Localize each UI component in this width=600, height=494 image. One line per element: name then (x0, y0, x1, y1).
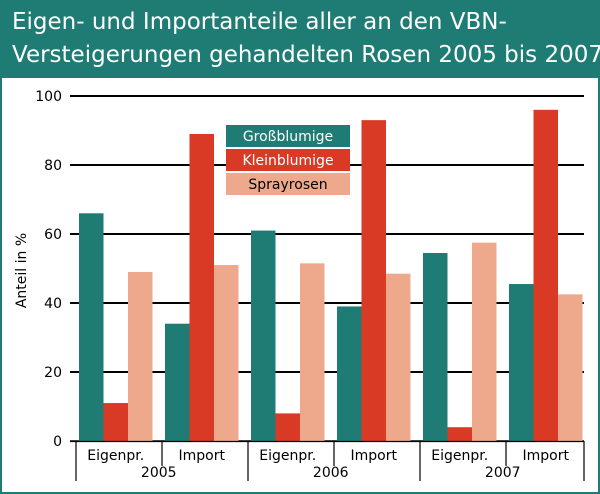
x-tick-label-3: Eigenpr. (259, 448, 316, 464)
x-group-label-2007: 2007 (485, 465, 521, 481)
y-tick-label-20: 20 (44, 365, 62, 381)
bar-Kleinblumige-1 (103, 403, 128, 441)
bar-Sprayrosen-6 (558, 294, 583, 441)
bar-Großblumige-1 (79, 213, 104, 441)
legend-label-Sprayrosen: Sprayrosen (248, 177, 327, 193)
x-tick-label-2: Import (179, 448, 226, 464)
legend-label-Kleinblumige: Kleinblumige (242, 153, 333, 169)
x-tick-label-1: Eigenpr. (87, 448, 144, 464)
y-axis-ticks: 0 20 40 60 80 100 (35, 89, 62, 450)
legend-label-Großblumige: Großblumige (243, 129, 333, 145)
bar-Großblumige-6 (509, 284, 534, 441)
bar-Kleinblumige-3 (275, 413, 300, 441)
bar-Sprayrosen-1 (128, 271, 153, 441)
bar-Großblumige-5 (423, 252, 448, 441)
bar-Kleinblumige-2 (189, 133, 214, 441)
bar-Sprayrosen-4 (386, 273, 411, 441)
bar-Sprayrosen-3 (300, 263, 325, 441)
legend-swatch-Sprayrosen (226, 173, 350, 195)
y-tick-label-100: 100 (35, 89, 62, 105)
x-axis: Eigenpr. Import Eigenpr. Import Eigenpr. Impo… (70, 440, 585, 481)
legend-swatch-Kleinblumige (226, 149, 350, 171)
bar-Großblumige-4 (337, 306, 362, 441)
bar-Großblumige-2 (165, 323, 190, 441)
legend: Großblumige Kleinblumige Sprayrosen (226, 125, 350, 195)
bars (79, 109, 583, 442)
y-axis-label: Anteil in % (14, 233, 30, 308)
x-tick-label-4: Import (351, 448, 398, 464)
x-group-label-2005: 2005 (141, 465, 177, 481)
y-tick-label-0: 0 (53, 434, 62, 450)
bar-Sprayrosen-2 (214, 265, 239, 441)
x-tick-label-6: Import (523, 448, 570, 464)
y-tick-label-40: 40 (44, 296, 62, 312)
legend-swatch-Großblumige (226, 125, 350, 147)
bar-Kleinblumige-5 (447, 427, 472, 441)
chart-title-line-1: Eigen- und Importanteile aller an den VB… (12, 9, 507, 35)
x-tick-label-5: Eigenpr. (431, 448, 488, 464)
y-tick-label-80: 80 (44, 158, 62, 174)
bar-Kleinblumige-4 (361, 120, 386, 442)
bar-Sprayrosen-5 (472, 242, 497, 441)
y-tick-label-60: 60 (44, 227, 62, 243)
title-bar: Eigen- und Importanteile aller an den VB… (2, 2, 600, 78)
bar-Kleinblumige-6 (533, 109, 558, 442)
chart-title-line-2: Versteigerungen gehandelten Rosen 2005 b… (12, 42, 600, 68)
x-group-label-2006: 2006 (313, 465, 349, 481)
bar-Großblumige-3 (251, 230, 276, 441)
